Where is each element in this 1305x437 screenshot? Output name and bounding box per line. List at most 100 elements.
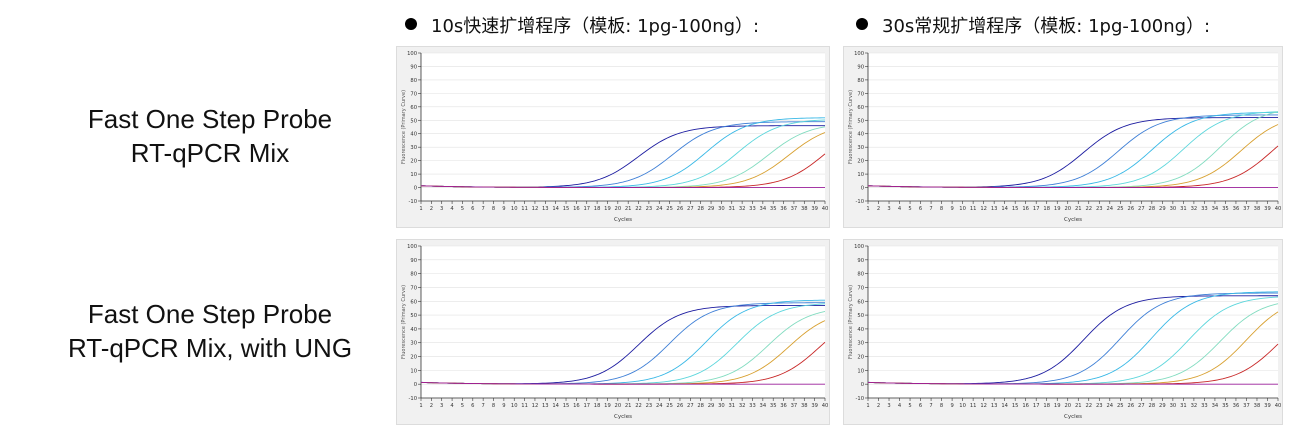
x-tick-label: 37 — [791, 206, 798, 212]
y-tick-label: -10 — [409, 396, 417, 402]
x-tick-label: 37 — [791, 403, 798, 409]
x-tick-label: 4 — [450, 403, 454, 409]
x-tick-label: 11 — [521, 206, 528, 212]
x-tick-label: 14 — [552, 403, 559, 409]
x-tick-label: 18 — [1043, 403, 1050, 409]
x-tick-label: 1 — [419, 403, 422, 409]
x-tick-label: 34 — [760, 403, 767, 409]
y-tick-label: 90 — [857, 258, 864, 264]
y-tick-label: 60 — [410, 105, 417, 111]
x-tick-label: 36 — [780, 403, 787, 409]
y-tick-label: 70 — [410, 91, 417, 97]
x-tick-label: 11 — [521, 403, 528, 409]
bullet-icon — [405, 18, 417, 30]
x-tick-label: 5 — [461, 403, 464, 409]
x-tick-label: 31 — [1180, 403, 1187, 409]
x-tick-label: 33 — [749, 403, 756, 409]
y-tick-label: -10 — [409, 199, 417, 205]
column-header-30s-text: 30s常规扩增程序（模板: 1pg-100ng）: — [882, 16, 1211, 37]
y-tick-label: 0 — [414, 186, 417, 192]
x-tick-label: 4 — [450, 206, 454, 212]
y-tick-label: 10 — [410, 368, 417, 374]
x-tick-label: 27 — [687, 206, 694, 212]
x-tick-label: 17 — [1033, 403, 1040, 409]
y-tick-label: 20 — [857, 159, 864, 165]
x-tick-label: 35 — [770, 206, 777, 212]
x-tick-label: 32 — [739, 206, 746, 212]
y-tick-label: 80 — [410, 78, 417, 84]
x-tick-label: 15 — [1012, 206, 1019, 212]
y-tick-label: 0 — [861, 186, 864, 192]
x-tick-label: 38 — [1254, 206, 1261, 212]
row-label-1-line-2: RT-qPCR Mix — [130, 138, 290, 168]
x-tick-label: 6 — [471, 403, 474, 409]
y-tick-label: 60 — [857, 299, 864, 305]
x-tick-label: 6 — [919, 403, 922, 409]
x-tick-label: 15 — [1012, 403, 1019, 409]
x-tick-label: 27 — [1138, 403, 1145, 409]
x-tick-label: 2 — [877, 403, 880, 409]
x-tick-label: 21 — [1075, 206, 1082, 212]
x-tick-label: 8 — [940, 403, 943, 409]
y-tick-label: 40 — [857, 132, 864, 138]
x-tick-label: 25 — [1117, 206, 1124, 212]
x-tick-label: 29 — [708, 403, 715, 409]
x-tick-label: 5 — [461, 206, 464, 212]
x-tick-label: 26 — [1128, 403, 1135, 409]
y-tick-label: 90 — [857, 64, 864, 70]
x-tick-label: 33 — [1201, 206, 1208, 212]
x-tick-label: 11 — [970, 403, 977, 409]
y-axis-label: Fluorescence (Primary Curve) — [401, 90, 407, 164]
x-tick-label: 5 — [908, 206, 911, 212]
x-tick-label: 20 — [1064, 403, 1071, 409]
x-tick-label: 9 — [950, 403, 953, 409]
y-tick-label: 100 — [854, 51, 864, 57]
x-tick-label: 30 — [1170, 206, 1177, 212]
amplification-curve-8 — [420, 381, 825, 385]
x-tick-label: 18 — [594, 206, 601, 212]
x-tick-label: 38 — [1254, 403, 1261, 409]
x-tick-label: 6 — [471, 206, 474, 212]
x-tick-label: 1 — [866, 403, 869, 409]
x-tick-label: 8 — [492, 206, 495, 212]
y-tick-label: 100 — [407, 51, 417, 57]
y-tick-label: 30 — [857, 145, 864, 151]
x-tick-label: 27 — [687, 403, 694, 409]
plot-area — [868, 53, 1278, 201]
chart-panel-row2-30s: -10 0 10 20 30 40 50 60 70 80 90 100 1 2 3 4 5 6 7 8 9 10 11 12… — [843, 239, 1283, 425]
y-tick-label: 60 — [410, 299, 417, 305]
y-tick-label: 100 — [854, 244, 864, 250]
x-tick-label: 28 — [697, 206, 704, 212]
x-tick-label: 33 — [749, 206, 756, 212]
amplification-curve-8 — [420, 185, 825, 188]
x-tick-label: 13 — [542, 403, 549, 409]
x-axis-label: Cycles — [1064, 217, 1082, 223]
x-tick-label: 19 — [604, 403, 611, 409]
x-tick-label: 31 — [1180, 206, 1187, 212]
x-tick-label: 9 — [502, 206, 505, 212]
x-tick-label: 12 — [532, 206, 539, 212]
x-tick-label: 39 — [1264, 403, 1271, 409]
x-tick-label: 39 — [811, 403, 818, 409]
y-tick-label: 20 — [410, 355, 417, 361]
x-tick-label: 3 — [440, 403, 443, 409]
x-tick-label: 24 — [656, 403, 663, 409]
x-tick-label: 3 — [887, 403, 890, 409]
y-tick-label: 40 — [857, 327, 864, 333]
x-tick-label: 13 — [991, 403, 998, 409]
y-tick-label: 40 — [410, 132, 417, 138]
x-axis-label: Cycles — [614, 217, 632, 223]
x-axis-label: Cycles — [1064, 414, 1082, 420]
x-tick-label: 26 — [677, 206, 684, 212]
x-tick-label: 29 — [1159, 206, 1166, 212]
y-tick-label: 90 — [410, 64, 417, 70]
x-tick-label: 32 — [1191, 403, 1198, 409]
x-tick-label: 16 — [1022, 206, 1029, 212]
x-tick-label: 23 — [1096, 206, 1103, 212]
y-tick-label: 10 — [410, 172, 417, 178]
x-tick-label: 16 — [573, 206, 580, 212]
plot-area — [868, 246, 1278, 398]
y-axis-label: Fluorescence (Primary Curve) — [848, 285, 854, 359]
column-header-10s: 10s快速扩增程序（模板: 1pg-100ng）: — [405, 12, 759, 38]
